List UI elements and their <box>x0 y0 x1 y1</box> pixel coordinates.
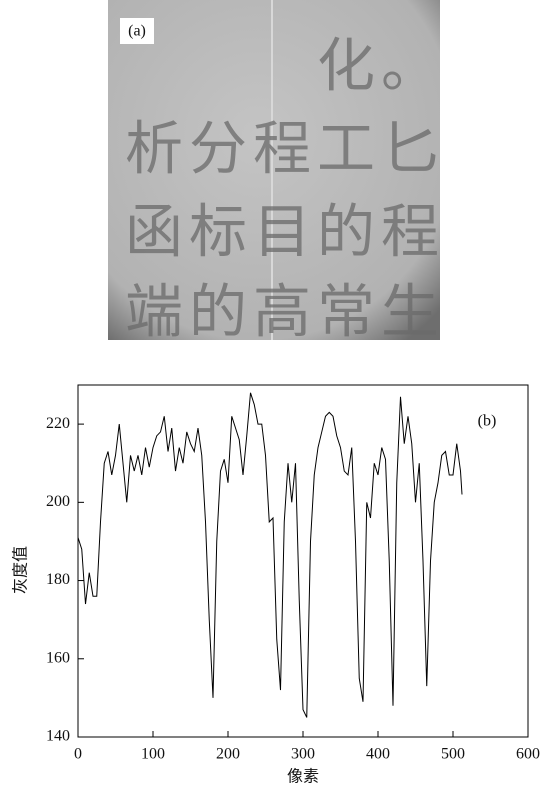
annotation: (b) <box>478 413 497 430</box>
y-tick-label: 140 <box>46 728 70 745</box>
x-tick-label: 600 <box>516 746 540 763</box>
y-tick-label: 160 <box>46 649 70 666</box>
data-line <box>78 393 462 718</box>
page: 化。 ，析分程工匕 函标目的程 端的高常生 (a) (b) 像素 灰度值 0 10… <box>0 0 541 793</box>
panel-label: (a) <box>128 23 146 40</box>
x-tick-label: 300 <box>291 746 315 763</box>
photo-line: 函标目的程 <box>125 199 445 264</box>
x-tick-label: 0 <box>74 746 82 763</box>
y-tick-label: 180 <box>46 571 70 588</box>
x-tick-label: 400 <box>366 746 390 763</box>
photo-line: ，析分程工匕 <box>61 116 445 181</box>
photo: 化。 ，析分程工匕 函标目的程 端的高常生 <box>61 0 445 344</box>
photo-line: 端的高常生 <box>125 279 445 344</box>
y-tick-label: 220 <box>46 415 70 432</box>
photo-line: 化。 <box>317 33 445 98</box>
y-tick-label: 200 <box>46 493 70 510</box>
x-tick-label: 500 <box>441 746 465 763</box>
x-tick-label: 200 <box>216 746 240 763</box>
figure: 化。 ，析分程工匕 函标目的程 端的高常生 (a) (b) 像素 灰度值 0 10… <box>0 0 541 793</box>
plot-frame <box>78 385 528 737</box>
y-axis-label: 灰度值 <box>12 546 30 594</box>
x-axis-label: 像素 <box>287 768 319 786</box>
x-tick-label: 100 <box>141 746 165 763</box>
